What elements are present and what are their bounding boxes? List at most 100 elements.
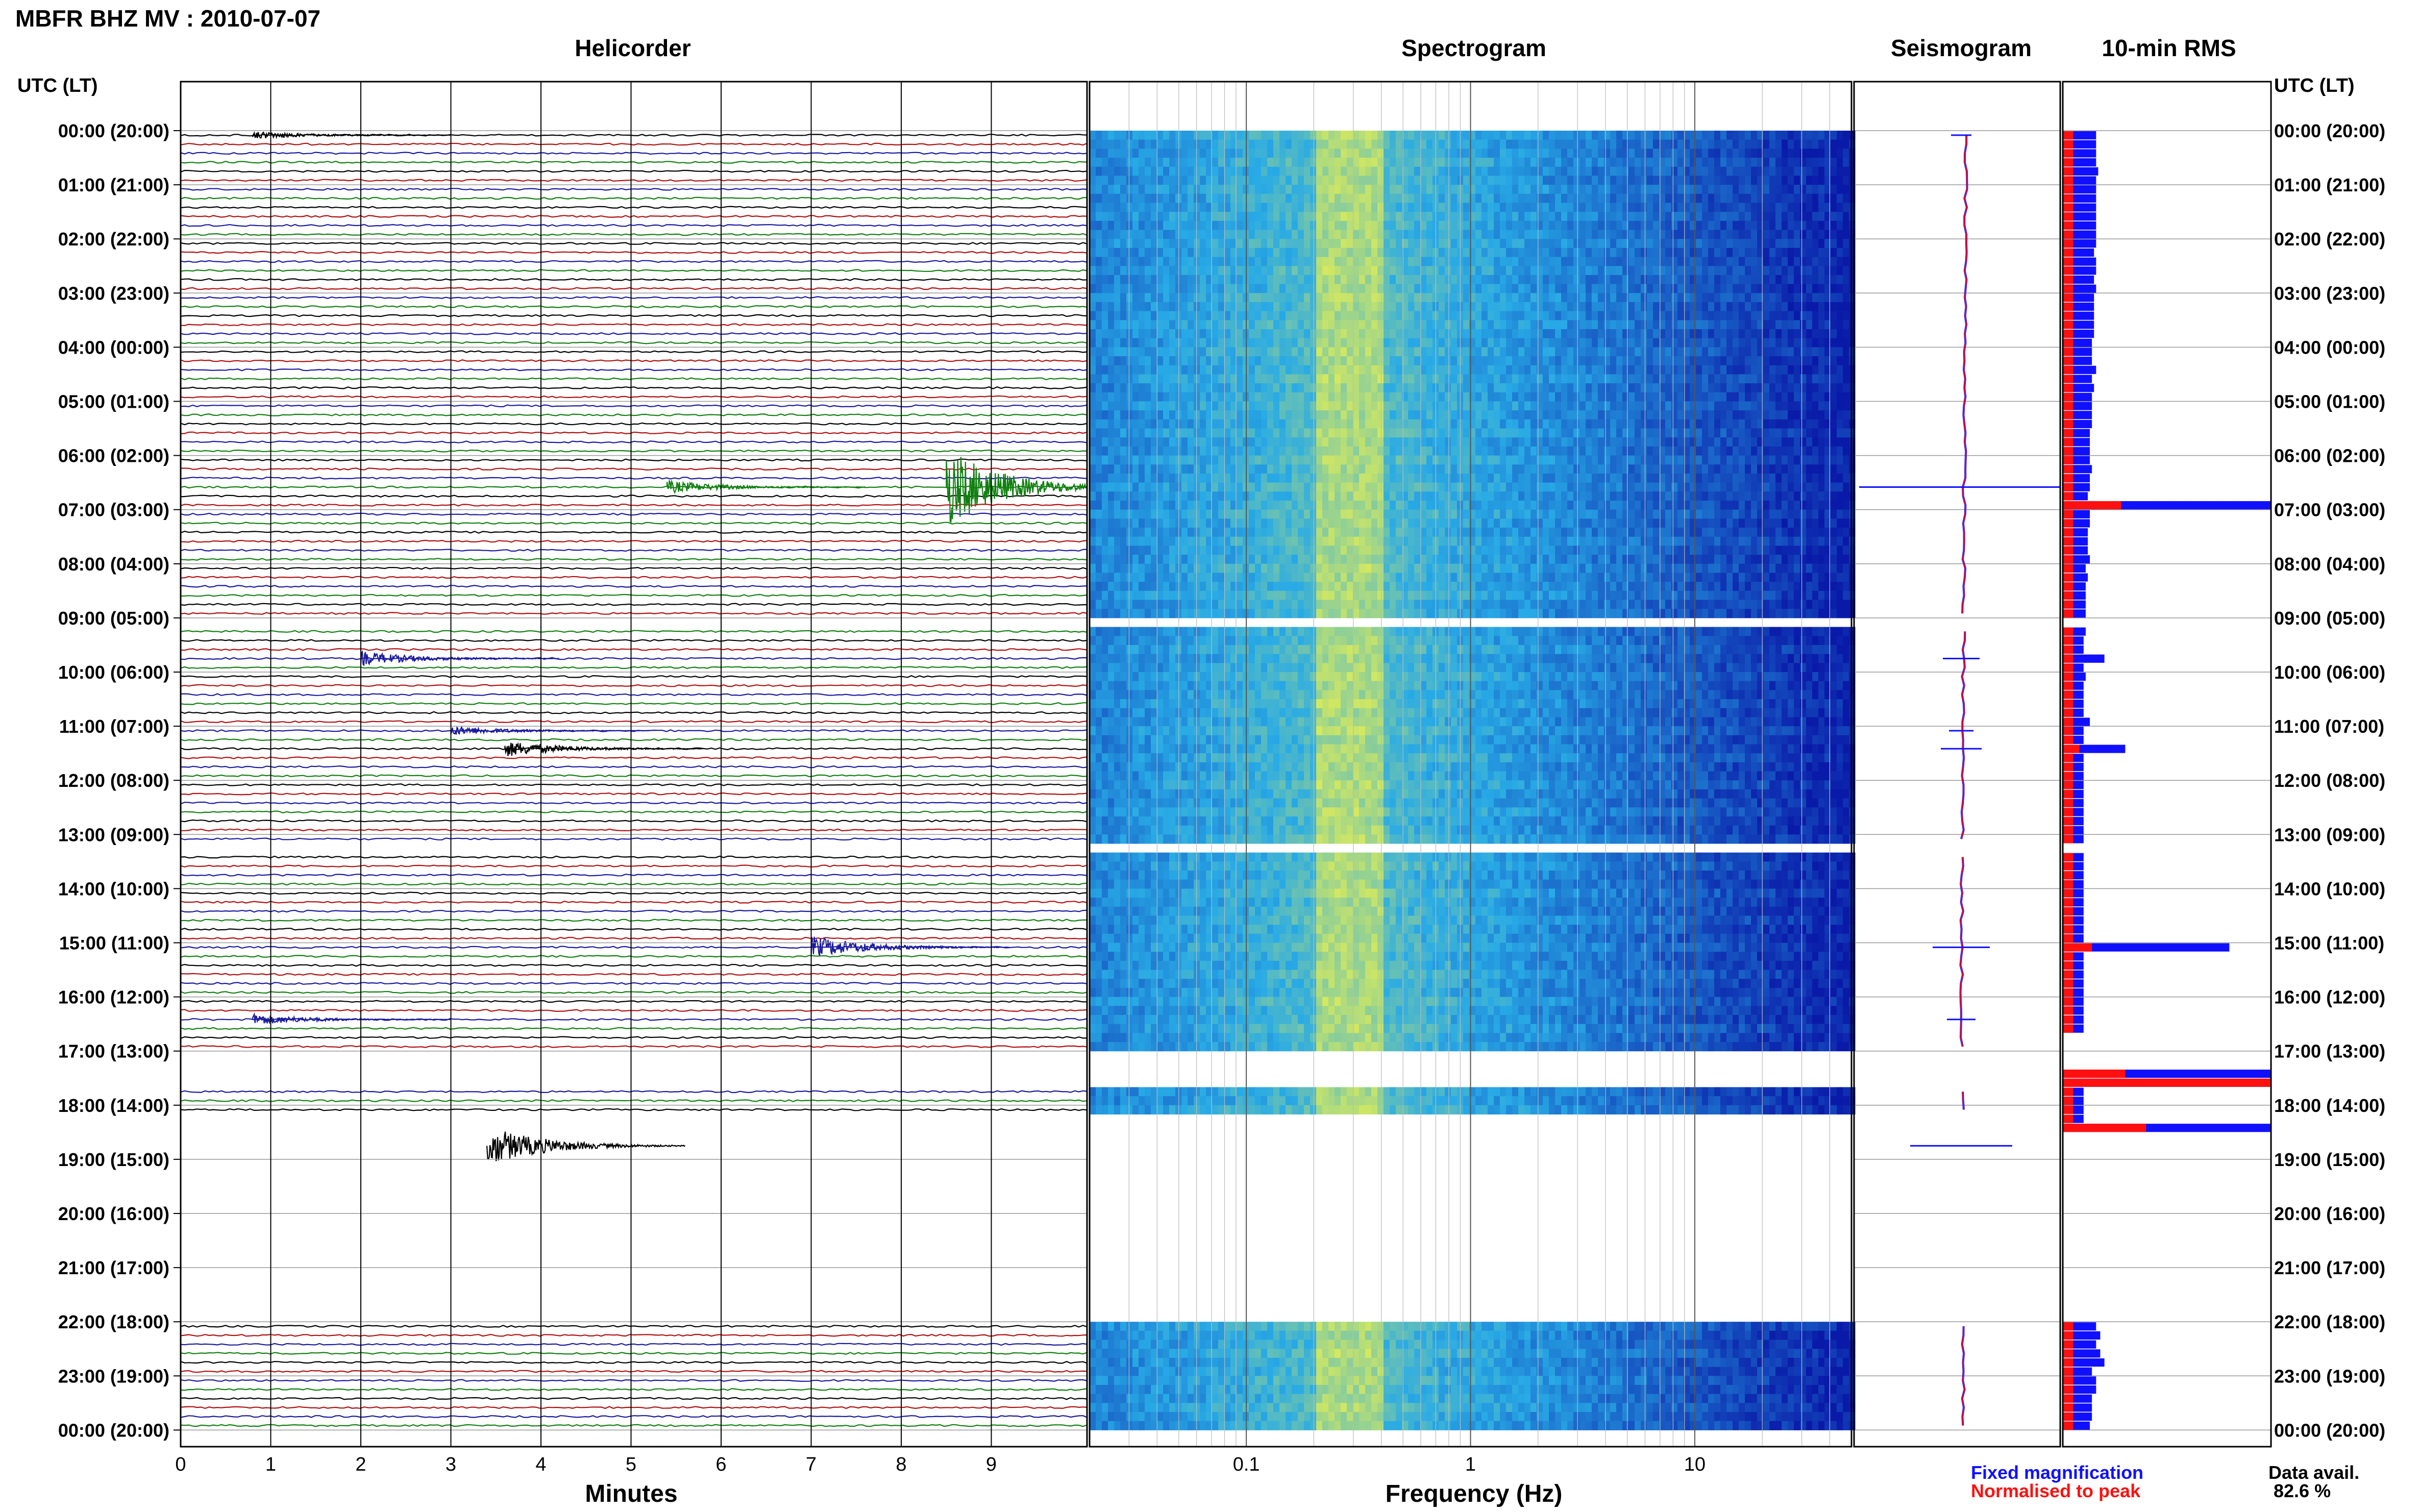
spectrogram-cell	[1402, 401, 1409, 411]
spectrogram-cell	[1763, 365, 1770, 375]
spectrogram-cell	[1635, 446, 1641, 456]
spectrogram-cell	[1745, 482, 1751, 492]
spectrogram-cell	[1702, 203, 1709, 212]
spectrogram-cell	[1102, 464, 1108, 474]
spectrogram-cell	[1132, 356, 1139, 366]
spectrogram-cell	[1181, 148, 1188, 158]
spectrogram-cell	[1139, 230, 1145, 239]
spectrogram-cell	[1426, 257, 1433, 266]
spectrogram-cell	[1200, 356, 1206, 366]
spectrogram-cell	[1114, 329, 1121, 339]
spectrogram-cell	[1488, 365, 1494, 375]
spectrogram-cell	[1726, 329, 1733, 339]
spectrogram-cell	[1598, 374, 1605, 384]
spectrogram-cell	[1543, 166, 1549, 176]
spectrogram-cell	[1488, 437, 1494, 447]
spectrogram-cell	[1518, 455, 1525, 465]
spectrogram-cell	[1377, 374, 1384, 384]
spectrogram-cell	[1843, 257, 1849, 266]
spectrogram-cell	[1353, 284, 1360, 293]
spectrogram-cell	[1775, 247, 1782, 258]
spectrogram-cell	[1096, 446, 1102, 456]
spectrogram-cell	[1267, 139, 1274, 149]
spectrogram-cell	[1328, 482, 1335, 492]
spectrogram-cell	[1206, 356, 1213, 366]
spectrogram-cell	[1794, 212, 1800, 221]
spectrogram-cell	[1206, 166, 1213, 176]
spectrogram-cell	[1322, 311, 1329, 320]
spectrogram-cell	[1837, 239, 1843, 249]
spectrogram-cell	[1316, 212, 1323, 221]
spectrogram-cell	[1531, 239, 1537, 249]
spectrogram-cell	[1114, 158, 1121, 167]
spectrogram-cell	[1157, 311, 1164, 320]
spectrogram-cell	[1837, 410, 1843, 420]
spectrogram-cell	[1751, 139, 1758, 149]
spectrogram-cell	[1335, 185, 1341, 194]
spectrogram-cell	[1751, 392, 1758, 402]
spectrogram-cell	[1671, 374, 1678, 384]
spectrogram-cell	[1549, 482, 1556, 492]
spectrogram-cell	[1482, 220, 1488, 231]
spectrogram-cell	[1139, 482, 1145, 492]
spectrogram-cell	[1500, 383, 1507, 393]
spectrogram-cell	[1249, 473, 1255, 483]
spectrogram-cell	[1163, 347, 1170, 357]
spectrogram-cell	[1543, 293, 1549, 303]
spectrogram-cell	[1420, 320, 1427, 330]
spectrogram-cell	[1310, 212, 1317, 221]
spectrogram-cell	[1647, 284, 1653, 293]
spectrogram-cell	[1800, 383, 1807, 393]
spectrogram-cell	[1812, 392, 1819, 402]
spectrogram-cell	[1267, 365, 1274, 375]
spectrogram-cell	[1396, 446, 1402, 456]
spectrogram-cell	[1579, 401, 1586, 411]
spectrogram-cell	[1586, 473, 1592, 483]
spectrogram-cell	[1261, 428, 1268, 438]
spectrogram-cell	[1341, 392, 1347, 402]
spectrogram-cell	[1445, 284, 1451, 293]
spectrogram-cell	[1592, 185, 1598, 194]
spectrogram-cell	[1598, 293, 1605, 303]
spectrogram-cell	[1543, 311, 1549, 320]
spectrogram-cell	[1194, 239, 1200, 249]
spectrogram-cell	[1212, 338, 1219, 348]
spectrogram-cell	[1206, 455, 1213, 465]
spectrogram-cell	[1726, 428, 1733, 438]
spectrogram-cell	[1775, 158, 1782, 167]
spectrogram-cell	[1353, 482, 1360, 492]
spectrogram-cell	[1763, 392, 1770, 402]
spectrogram-cell	[1586, 148, 1592, 158]
spectrogram-cell	[1377, 464, 1384, 474]
spectrogram-cell	[1114, 419, 1121, 429]
spectrogram-cell	[1739, 203, 1745, 212]
spectrogram-cell	[1126, 428, 1133, 438]
spectrogram-cell	[1482, 148, 1488, 158]
spectrogram-cell	[1463, 203, 1470, 212]
spectrogram-cell	[1567, 311, 1574, 320]
spectrogram-cell	[1279, 329, 1286, 339]
spectrogram-cell	[1371, 139, 1378, 149]
spectrogram-cell	[1726, 356, 1733, 366]
spectrogram-cell	[1610, 320, 1617, 330]
spectrogram-cell	[1659, 131, 1666, 140]
spectrogram-cell	[1463, 131, 1470, 140]
spectrogram-cell	[1218, 347, 1225, 357]
spectrogram-cell	[1181, 320, 1188, 330]
spectrogram-cell	[1267, 338, 1274, 348]
spectrogram-cell	[1635, 383, 1641, 393]
spectrogram-cell	[1647, 482, 1653, 492]
spectrogram-cell	[1488, 356, 1494, 366]
spectrogram-cell	[1677, 365, 1684, 375]
spectrogram-cell	[1671, 320, 1678, 330]
spectrogram-cell	[1579, 176, 1586, 185]
spectrogram-cell	[1286, 347, 1292, 357]
spectrogram-cell	[1445, 329, 1451, 339]
spectrogram-cell	[1653, 203, 1660, 212]
spectrogram-cell	[1494, 473, 1500, 483]
spectrogram-cell	[1769, 131, 1776, 140]
spectrogram-cell	[1463, 176, 1470, 185]
spectrogram-cell	[1806, 464, 1813, 474]
spectrogram-cell	[1788, 257, 1794, 266]
spectrogram-cell	[1181, 392, 1188, 402]
